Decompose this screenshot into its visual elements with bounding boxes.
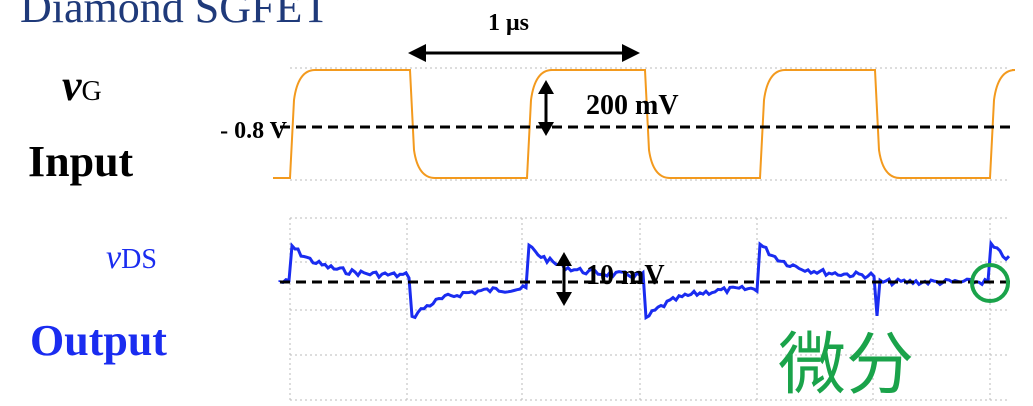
note: 微分	[778, 326, 914, 405]
output-amplitude-label: 10 mV	[586, 260, 665, 291]
output-label: Output	[30, 316, 167, 365]
input-level-label: - 0.8 V	[220, 118, 288, 144]
output-symbol: vDS	[106, 239, 157, 276]
period-label: 1 μs	[488, 10, 529, 36]
output-waveform	[278, 239, 1011, 321]
input-label: Input	[28, 137, 134, 186]
input-symbol: vG	[62, 61, 102, 110]
highlight-circle	[970, 263, 1010, 303]
period-arrow	[408, 44, 640, 62]
input-waveform	[273, 69, 1016, 179]
input-amplitude-arrow	[538, 80, 554, 136]
input-amplitude-label: 200 mV	[586, 90, 679, 121]
output-amplitude-arrow	[556, 252, 572, 306]
title: Diamond SGFET	[20, 0, 329, 32]
grid	[289, 67, 1010, 401]
